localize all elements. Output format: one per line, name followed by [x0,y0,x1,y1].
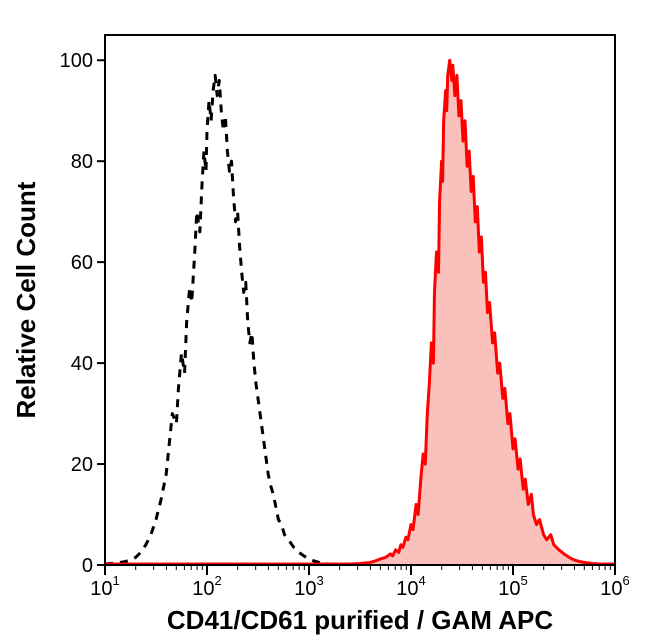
y-tick-40: 40 [71,353,93,375]
y-tick-80: 80 [71,151,93,173]
y-tick-20: 20 [71,454,93,476]
histogram-chart: 101102103104105106020406080100Relative C… [0,0,646,641]
x-axis-label: CD41/CD61 purified / GAM APC [167,605,553,635]
chart-svg: 101102103104105106020406080100Relative C… [0,0,646,641]
y-axis-label: Relative Cell Count [11,181,41,418]
y-tick-60: 60 [71,252,93,274]
y-tick-100: 100 [60,50,93,72]
y-tick-0: 0 [82,555,93,577]
